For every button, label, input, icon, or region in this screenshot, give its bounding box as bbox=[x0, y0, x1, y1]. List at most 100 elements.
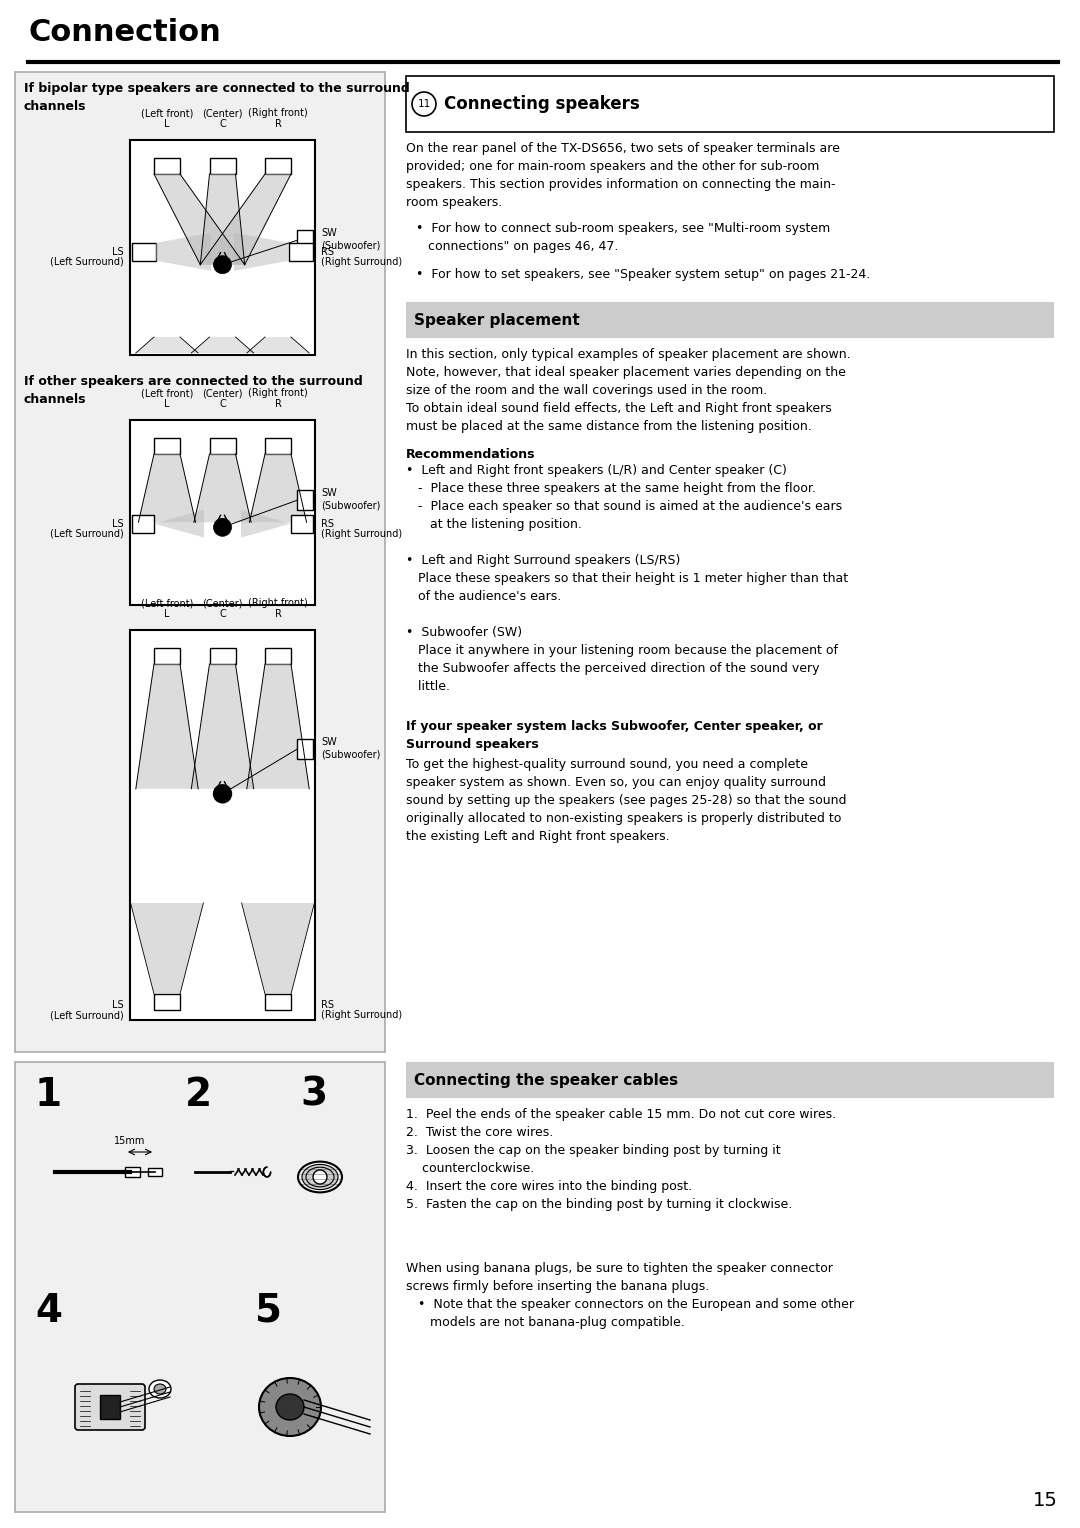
Text: (Right Surround): (Right Surround) bbox=[321, 257, 402, 267]
Text: LS: LS bbox=[112, 248, 124, 257]
Ellipse shape bbox=[154, 1384, 166, 1394]
Text: Connecting speakers: Connecting speakers bbox=[444, 95, 639, 113]
Text: RS: RS bbox=[321, 248, 334, 257]
Text: (Subwoofer): (Subwoofer) bbox=[321, 240, 380, 251]
Text: •  Note that the speaker connectors on the European and some other
   models are: • Note that the speaker connectors on th… bbox=[418, 1297, 854, 1329]
Text: (Center): (Center) bbox=[202, 597, 243, 608]
Text: To get the highest-quality surround sound, you need a complete
speaker system as: To get the highest-quality surround soun… bbox=[406, 758, 847, 843]
Text: •  Left and Right front speakers (L/R) and Center speaker (C)
   -  Place these : • Left and Right front speakers (L/R) an… bbox=[406, 465, 848, 694]
Text: (Left Surround): (Left Surround) bbox=[51, 529, 124, 538]
Polygon shape bbox=[200, 174, 291, 264]
Ellipse shape bbox=[306, 1167, 334, 1187]
Text: C: C bbox=[219, 399, 226, 410]
Text: (Left front): (Left front) bbox=[140, 388, 193, 397]
Circle shape bbox=[214, 785, 231, 802]
Text: RS: RS bbox=[321, 999, 334, 1010]
Polygon shape bbox=[194, 454, 251, 523]
Text: (Right Surround): (Right Surround) bbox=[321, 1010, 402, 1021]
Bar bbox=[265, 648, 291, 665]
Bar bbox=[265, 439, 291, 454]
Text: L: L bbox=[164, 399, 170, 410]
Polygon shape bbox=[247, 338, 309, 353]
Text: Recommendations: Recommendations bbox=[406, 448, 536, 461]
Text: 15: 15 bbox=[1034, 1491, 1058, 1510]
Bar bbox=[15, 1062, 384, 1513]
Circle shape bbox=[313, 1170, 327, 1184]
Bar bbox=[406, 303, 1054, 338]
Text: (Right front): (Right front) bbox=[248, 597, 308, 608]
Polygon shape bbox=[138, 454, 195, 523]
Ellipse shape bbox=[149, 1380, 171, 1398]
Bar bbox=[125, 1167, 140, 1177]
Bar bbox=[132, 243, 156, 261]
Bar bbox=[130, 420, 315, 605]
Polygon shape bbox=[131, 903, 203, 995]
Bar bbox=[265, 995, 291, 1010]
Bar bbox=[297, 740, 313, 759]
Ellipse shape bbox=[259, 1378, 321, 1436]
Text: 3: 3 bbox=[300, 1076, 327, 1114]
Text: (Subwoofer): (Subwoofer) bbox=[321, 749, 380, 759]
Bar bbox=[130, 141, 315, 354]
Text: SW: SW bbox=[321, 489, 337, 498]
Text: R: R bbox=[274, 119, 282, 128]
Bar bbox=[406, 76, 1054, 131]
Bar bbox=[297, 231, 313, 251]
Text: (Left Surround): (Left Surround) bbox=[51, 1010, 124, 1021]
Text: C: C bbox=[219, 610, 226, 619]
Text: When using banana plugs, be sure to tighten the speaker connector
screws firmly : When using banana plugs, be sure to tigh… bbox=[406, 1262, 833, 1293]
Polygon shape bbox=[136, 338, 199, 353]
Text: (Left front): (Left front) bbox=[140, 597, 193, 608]
Bar bbox=[210, 157, 235, 174]
Text: 4: 4 bbox=[35, 1293, 62, 1329]
Text: 15mm: 15mm bbox=[114, 1135, 146, 1146]
Bar bbox=[291, 515, 313, 533]
Bar bbox=[148, 1167, 162, 1177]
Text: 2: 2 bbox=[185, 1076, 212, 1114]
Text: On the rear panel of the TX-DS656, two sets of speaker terminals are
provided; o: On the rear panel of the TX-DS656, two s… bbox=[406, 142, 840, 209]
Text: If bipolar type speakers are connected to the surround
channels: If bipolar type speakers are connected t… bbox=[24, 83, 409, 113]
Polygon shape bbox=[154, 510, 204, 538]
Bar bbox=[154, 439, 180, 454]
Text: (Right front): (Right front) bbox=[248, 388, 308, 397]
Text: (Center): (Center) bbox=[202, 388, 243, 397]
Polygon shape bbox=[191, 338, 254, 353]
Text: (Right Surround): (Right Surround) bbox=[321, 529, 402, 538]
Text: Connecting the speaker cables: Connecting the speaker cables bbox=[414, 1073, 678, 1088]
Text: If other speakers are connected to the surround
channels: If other speakers are connected to the s… bbox=[24, 374, 363, 406]
Circle shape bbox=[214, 518, 231, 536]
Bar bbox=[289, 243, 313, 261]
Text: L: L bbox=[164, 119, 170, 128]
Polygon shape bbox=[247, 665, 309, 788]
Bar bbox=[210, 648, 235, 665]
Text: R: R bbox=[274, 610, 282, 619]
Text: LS: LS bbox=[112, 999, 124, 1010]
Bar bbox=[210, 439, 235, 454]
Text: If your speaker system lacks Subwoofer, Center speaker, or
Surround speakers: If your speaker system lacks Subwoofer, … bbox=[406, 720, 823, 750]
Text: RS: RS bbox=[321, 518, 334, 529]
Text: Speaker placement: Speaker placement bbox=[414, 313, 580, 327]
Ellipse shape bbox=[302, 1164, 338, 1190]
Text: SW: SW bbox=[321, 736, 337, 747]
Polygon shape bbox=[242, 903, 314, 995]
Polygon shape bbox=[136, 665, 199, 788]
Text: (Center): (Center) bbox=[202, 108, 243, 118]
Bar bbox=[265, 157, 291, 174]
Bar bbox=[154, 995, 180, 1010]
Text: 11: 11 bbox=[417, 99, 431, 108]
Bar bbox=[154, 648, 180, 665]
FancyBboxPatch shape bbox=[75, 1384, 145, 1430]
Bar bbox=[100, 1395, 120, 1420]
Polygon shape bbox=[200, 174, 245, 264]
Polygon shape bbox=[241, 510, 291, 538]
Text: (Subwoofer): (Subwoofer) bbox=[321, 500, 380, 510]
Text: Connection: Connection bbox=[28, 18, 220, 47]
Text: (Right front): (Right front) bbox=[248, 108, 308, 118]
Text: L: L bbox=[164, 610, 170, 619]
Text: 1.  Peel the ends of the speaker cable 15 mm. Do not cut core wires.
2.  Twist t: 1. Peel the ends of the speaker cable 15… bbox=[406, 1108, 836, 1212]
Bar bbox=[132, 515, 154, 533]
Bar bbox=[154, 157, 180, 174]
Text: (Left Surround): (Left Surround) bbox=[51, 257, 124, 267]
Bar bbox=[130, 630, 315, 1021]
Bar bbox=[15, 72, 384, 1051]
